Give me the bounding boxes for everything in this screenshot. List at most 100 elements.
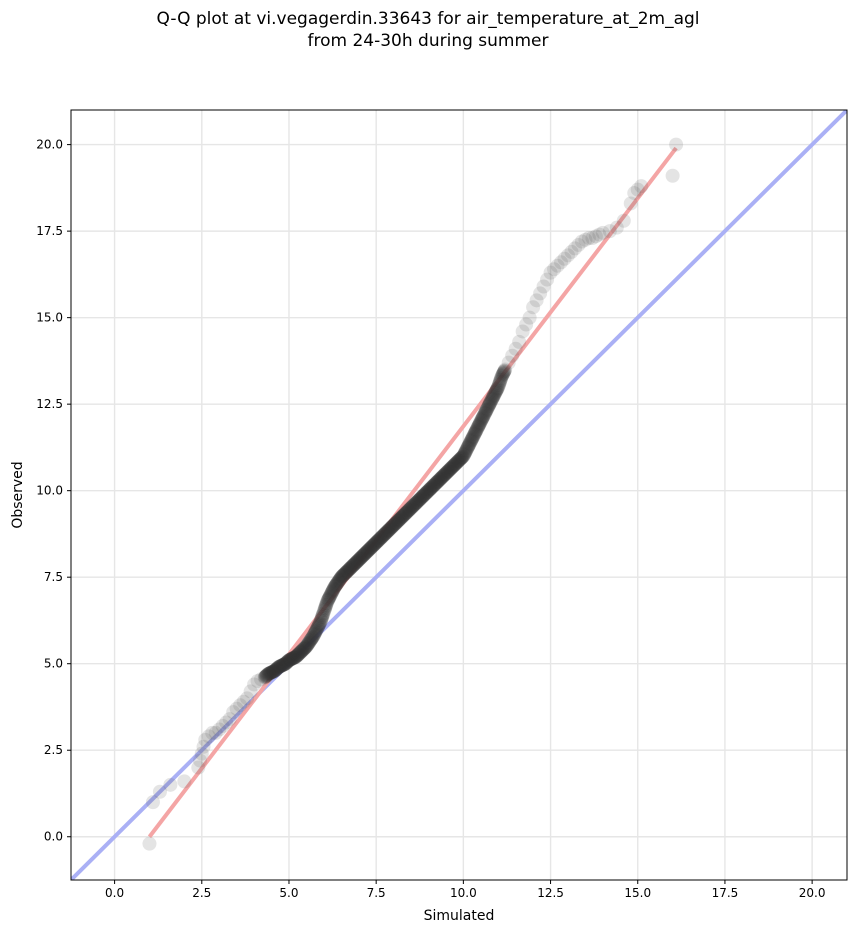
data-point bbox=[450, 454, 465, 469]
data-point bbox=[616, 213, 631, 228]
data-point bbox=[494, 371, 509, 386]
data-point bbox=[444, 461, 459, 476]
data-point bbox=[270, 661, 285, 676]
data-point bbox=[456, 447, 471, 462]
data-point bbox=[470, 420, 485, 435]
data-point bbox=[422, 482, 437, 497]
data-point bbox=[427, 477, 442, 492]
data-point bbox=[465, 431, 480, 446]
data-point bbox=[488, 385, 503, 400]
data-point bbox=[424, 480, 439, 495]
x-tick-label: 0.0 bbox=[105, 886, 124, 900]
data-point bbox=[478, 405, 493, 420]
data-point bbox=[341, 563, 356, 578]
data-point bbox=[360, 544, 375, 559]
data-point bbox=[300, 637, 315, 652]
data-point bbox=[327, 580, 342, 595]
data-point bbox=[243, 684, 258, 699]
data-point bbox=[560, 248, 575, 263]
data-point bbox=[363, 541, 378, 556]
data-point bbox=[352, 551, 367, 566]
data-point bbox=[487, 386, 502, 401]
data-point bbox=[408, 496, 423, 511]
data-point bbox=[474, 413, 489, 428]
data-point bbox=[461, 439, 476, 454]
data-point bbox=[414, 490, 429, 505]
data-point bbox=[320, 594, 335, 609]
data-point bbox=[236, 694, 251, 709]
data-point bbox=[375, 529, 390, 544]
data-point bbox=[205, 725, 220, 740]
data-point bbox=[288, 649, 303, 664]
data-point bbox=[290, 648, 305, 663]
data-point bbox=[479, 404, 494, 419]
data-point bbox=[333, 571, 348, 586]
data-point bbox=[377, 526, 392, 541]
data-point bbox=[322, 590, 337, 605]
data-point bbox=[446, 458, 461, 473]
data-point bbox=[441, 463, 456, 478]
data-point bbox=[376, 528, 391, 543]
data-point bbox=[476, 408, 491, 423]
data-point bbox=[574, 234, 589, 249]
data-point bbox=[358, 546, 373, 561]
y-axis: 0.0 2.5 5.0 7.5 10.0 12.5 15.0 17.5 20.0 bbox=[36, 138, 71, 844]
chart-title-line-1: Q-Q plot at vi.vegagerdin.33643 for air_… bbox=[156, 9, 700, 29]
y-tick-label: 7.5 bbox=[44, 570, 63, 584]
data-point bbox=[142, 836, 157, 851]
x-tick-label: 20.0 bbox=[799, 886, 826, 900]
data-point bbox=[445, 459, 460, 474]
data-point bbox=[263, 665, 278, 680]
data-point bbox=[451, 453, 466, 468]
data-point bbox=[444, 460, 459, 475]
data-point bbox=[484, 393, 499, 408]
data-point bbox=[358, 545, 373, 560]
data-point bbox=[595, 225, 610, 240]
data-point bbox=[280, 654, 295, 669]
data-point bbox=[468, 424, 483, 439]
data-point bbox=[441, 464, 456, 479]
data-point bbox=[490, 381, 505, 396]
data-point bbox=[317, 603, 332, 618]
data-point bbox=[405, 499, 420, 514]
data-point bbox=[335, 569, 350, 584]
chart-title-line-2: from 24-30h during summer bbox=[307, 31, 549, 51]
data-point bbox=[407, 497, 422, 512]
data-point bbox=[194, 746, 209, 761]
data-point bbox=[413, 491, 428, 506]
data-point bbox=[366, 537, 381, 552]
data-point bbox=[319, 596, 334, 611]
data-point bbox=[449, 455, 464, 470]
data-point bbox=[505, 348, 520, 363]
data-point bbox=[438, 466, 453, 481]
data-point bbox=[431, 473, 446, 488]
data-point bbox=[388, 516, 403, 531]
data-point bbox=[307, 626, 322, 641]
data-point bbox=[482, 397, 497, 412]
data-point bbox=[319, 597, 334, 612]
data-point bbox=[269, 661, 284, 676]
data-point bbox=[334, 569, 349, 584]
data-point bbox=[497, 363, 512, 378]
data-point bbox=[145, 795, 160, 810]
data-point bbox=[369, 535, 384, 550]
data-point bbox=[418, 486, 433, 501]
data-point bbox=[279, 656, 294, 671]
data-point bbox=[296, 642, 311, 657]
data-point bbox=[297, 641, 312, 656]
data-point bbox=[365, 539, 380, 554]
y-axis-label: Observed bbox=[10, 461, 26, 528]
data-point bbox=[177, 774, 192, 789]
data-point bbox=[419, 485, 434, 500]
data-point bbox=[440, 465, 455, 480]
data-point bbox=[306, 627, 321, 642]
data-point bbox=[392, 512, 407, 527]
data-point bbox=[379, 525, 394, 540]
data-point bbox=[344, 560, 359, 575]
data-point bbox=[387, 517, 402, 532]
data-point bbox=[291, 646, 306, 661]
data-point bbox=[394, 510, 409, 525]
data-point bbox=[312, 617, 327, 632]
data-point bbox=[459, 442, 474, 457]
data-point bbox=[322, 589, 337, 604]
